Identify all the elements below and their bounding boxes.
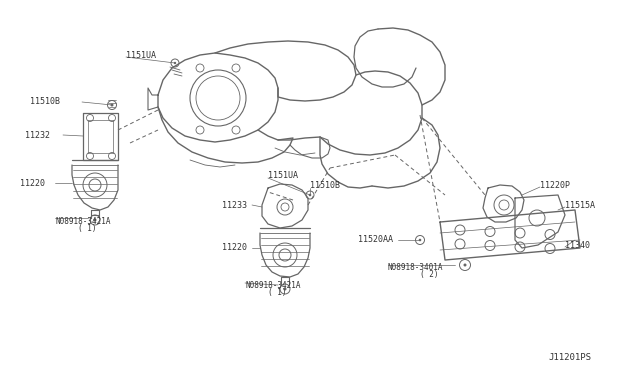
Text: 11233: 11233: [222, 201, 247, 209]
Text: ( 1): ( 1): [268, 289, 287, 298]
Circle shape: [284, 288, 287, 291]
Text: ( 1): ( 1): [78, 224, 97, 232]
Circle shape: [419, 239, 421, 241]
Circle shape: [308, 194, 311, 196]
Text: ( 2): ( 2): [420, 270, 438, 279]
Text: 11232: 11232: [25, 131, 50, 140]
Text: 11220: 11220: [222, 244, 247, 253]
Text: 11520AA: 11520AA: [358, 235, 393, 244]
Text: 11340: 11340: [565, 241, 590, 250]
Text: 11510B: 11510B: [310, 180, 340, 189]
Text: N08918-3421A: N08918-3421A: [245, 282, 301, 291]
Text: J11201PS: J11201PS: [548, 353, 591, 362]
Text: 11220P: 11220P: [540, 180, 570, 189]
Text: N08918-3401A: N08918-3401A: [388, 263, 444, 273]
Circle shape: [463, 263, 467, 266]
Text: 11220: 11220: [20, 179, 45, 187]
Text: 11515A: 11515A: [565, 201, 595, 209]
Circle shape: [111, 103, 113, 106]
Text: 1151UA: 1151UA: [126, 51, 156, 60]
Text: 11510B: 11510B: [30, 97, 60, 106]
Text: N08918-3421A: N08918-3421A: [55, 218, 111, 227]
Text: 1151UA: 1151UA: [268, 170, 298, 180]
Circle shape: [174, 62, 176, 64]
Circle shape: [93, 218, 97, 221]
